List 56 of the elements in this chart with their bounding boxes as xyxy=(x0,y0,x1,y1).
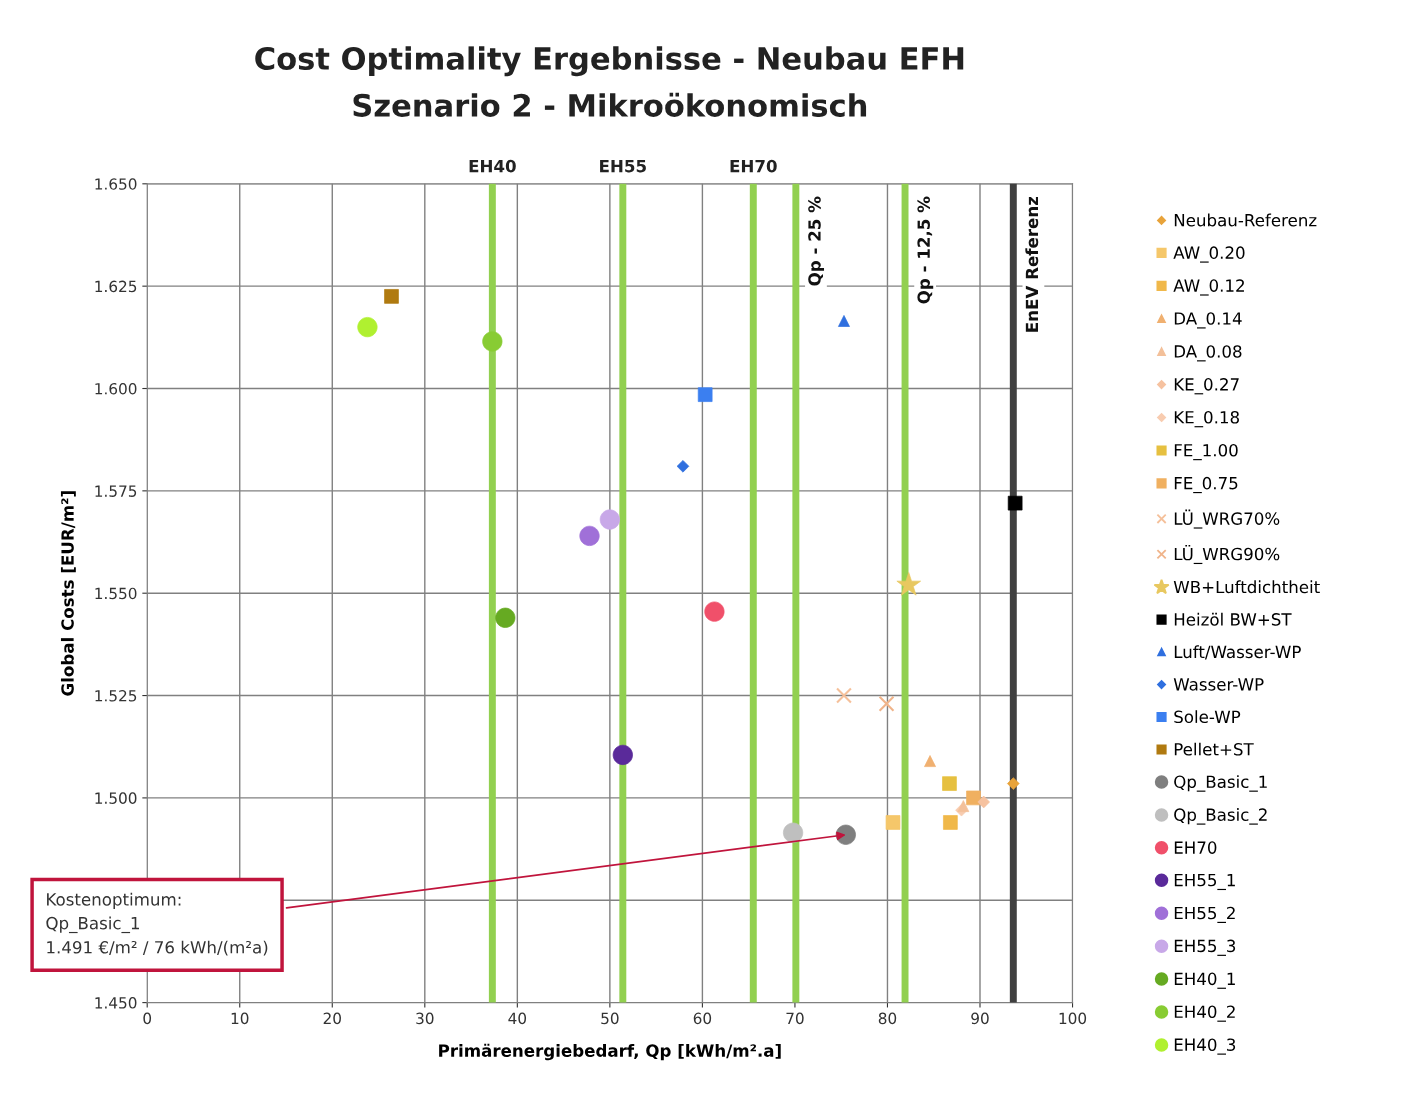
legend-label: Qp_Basic_1 xyxy=(1174,775,1267,792)
legend-label: EH40_3 xyxy=(1174,1038,1236,1055)
legend-label: Pellet+ST xyxy=(1174,742,1254,756)
x-tick-label: 90 xyxy=(971,1012,989,1025)
x-tick-label: 70 xyxy=(786,1012,804,1025)
legend-label: AW_0.12 xyxy=(1173,279,1244,296)
legend-label: Luft/Wasser-WP xyxy=(1174,645,1301,660)
annotation: Kostenoptimum: Qp_Basic_1 1.491 €/m² / 76 kWh/(m²a) xyxy=(46,892,268,956)
x-tick-label: 40 xyxy=(508,1012,527,1025)
legend-label: KE_0.27 xyxy=(1174,378,1239,395)
legend-label: FE_0.75 xyxy=(1174,476,1238,494)
x-tick-label: 80 xyxy=(878,1012,897,1025)
legend-label: Neubau-Referenz xyxy=(1174,213,1317,227)
legend-label: LÜ_WRG90% xyxy=(1174,544,1280,565)
x-axis-title: Primärenergiebedarf, Qp [kWh/m².a] xyxy=(439,1043,781,1061)
x-tick-label: 60 xyxy=(693,1012,712,1025)
legend-label: Heizöl BW+ST xyxy=(1174,612,1292,626)
chart-subtitle: Szenario 2 - Mikroökonomisch xyxy=(353,92,867,117)
legend-label: KE_0.18 xyxy=(1174,410,1239,428)
y-tick-label: 1.450 xyxy=(95,997,137,1009)
legend-label: EH70 xyxy=(1174,841,1217,854)
legend-label: EH55_2 xyxy=(1174,906,1235,923)
x-tick-label: 20 xyxy=(323,1012,341,1025)
x-tick-label: 0 xyxy=(143,1012,152,1025)
y-tick-label: 1.500 xyxy=(95,792,137,804)
y-tick-label: 1.550 xyxy=(95,587,137,600)
legend-label: EH40_1 xyxy=(1174,972,1235,989)
ref-line-label: Qp - 12,5 % xyxy=(917,196,934,304)
y-tick-label: 1.625 xyxy=(95,280,137,293)
legend-label: EH40_2 xyxy=(1174,1005,1235,1022)
x-tick-label: 100 xyxy=(1059,1012,1087,1025)
legend-label: Wasser-WP xyxy=(1173,678,1264,691)
x-tick-label: 50 xyxy=(601,1012,619,1025)
ref-line-label: EH55 xyxy=(600,160,646,173)
legend-label: AW_0.20 xyxy=(1173,246,1245,263)
ref-line-label: EH70 xyxy=(730,159,777,173)
legend-label: EH55_3 xyxy=(1174,939,1236,956)
ref-line-label: EH40 xyxy=(469,159,516,173)
legend-label: FE_1.00 xyxy=(1174,443,1238,461)
legend-label: Sole-WP xyxy=(1174,710,1241,724)
legend-label: DA_0.14 xyxy=(1174,312,1242,329)
y-tick-label: 1.575 xyxy=(95,485,137,497)
ref-line-label: EnEV Referenz xyxy=(1025,196,1039,332)
x-tick-label: 30 xyxy=(416,1012,434,1025)
y-tick-label: 1.650 xyxy=(95,178,137,190)
legend-label: DA_0.08 xyxy=(1174,345,1242,362)
y-tick-label: 1.525 xyxy=(95,690,137,702)
legend-label: Qp_Basic_2 xyxy=(1174,808,1267,825)
y-tick-label: 1.600 xyxy=(95,382,137,395)
y-axis-title: Global Costs [EUR/m²] xyxy=(60,491,76,696)
legend-label: LÜ_WRG70% xyxy=(1174,509,1280,529)
x-tick-label: 10 xyxy=(231,1012,249,1025)
chart-title: Cost Optimality Ergebnisse - Neubau EFH xyxy=(255,46,964,77)
legend-label: WB+Luftdichtheit xyxy=(1173,580,1320,594)
legend-label: EH55_1 xyxy=(1174,873,1235,891)
ref-line-label: Qp - 25 % xyxy=(808,196,825,286)
